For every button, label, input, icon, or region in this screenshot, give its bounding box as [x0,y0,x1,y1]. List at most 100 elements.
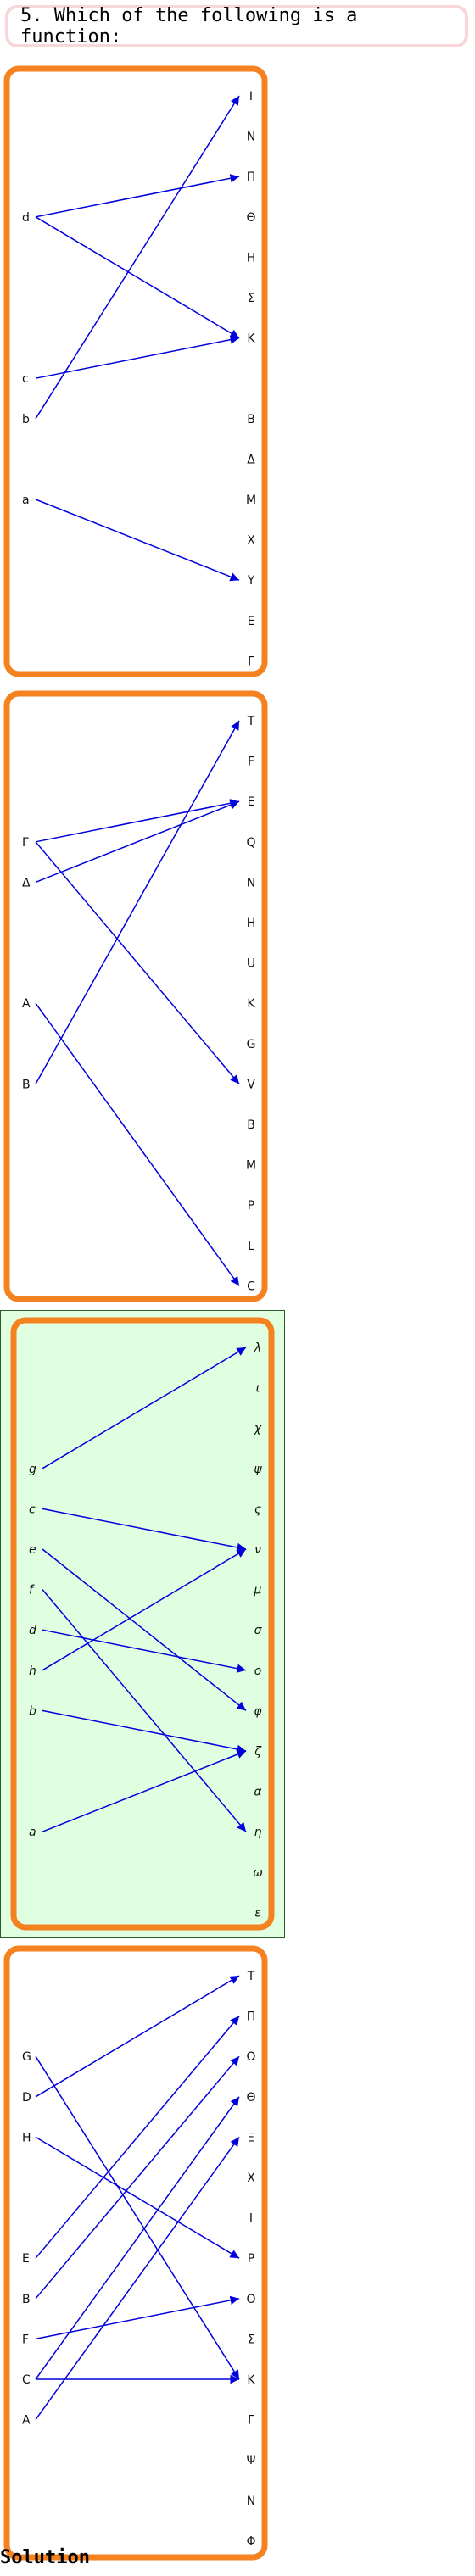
diagram-option-3[interactable]: g c e f d h b a λ ι χ ψ ς ν μ σ ο φ ζ α η ω ε [0,1310,285,1938]
codomain-label: α [254,1786,262,1799]
mapping-arrow [35,1002,240,1286]
mapping-arrow [35,2096,240,2380]
codomain-label: U [247,957,255,971]
domain-label: A [22,997,31,1011]
mapping-arrow [35,216,240,339]
diagram-option-1[interactable]: d c b a I N Π Θ H Σ K B Δ M X Y E Γ [0,62,271,681]
domain-label: d [29,1624,36,1637]
mapping-arrow [35,2055,240,2300]
codomain-label: Y [247,574,255,588]
codomain-label: N [247,2495,255,2508]
domain-label: e [29,1543,36,1557]
mapping-diagram: d c b a I N Π Θ H Σ K B Δ M X Y E Γ [3,65,268,677]
domain-label: d [22,211,30,225]
codomain-label: P [248,1199,254,1213]
mapping-arrow [35,95,240,420]
mapping-diagram: g c e f d h b a λ ι χ ψ ς ν μ σ ο φ ζ α η ω ε [0,1310,285,1938]
codomain-label: I [249,90,253,103]
codomain-label: I [249,2212,253,2226]
codomain-label: X [247,2172,255,2185]
domain-label: B [22,1078,31,1091]
mapping-arrow [42,1508,247,1553]
mapping-arrow [35,2136,240,2421]
codomain-label: C [247,1280,255,1293]
codomain-label: K [247,2373,255,2387]
codomain-label: ψ [254,1463,262,1476]
codomain-label: Γ [248,655,254,668]
codomain-label: ζ [254,1745,262,1759]
diagram-option-4[interactable]: G D H E B F C A T Π Ω Θ Ξ X I P O Σ K Γ Ψ N Φ [0,1942,271,2564]
domain-label: b [22,413,30,427]
mapping-arrow [35,800,240,884]
domain-label: E [22,2252,30,2266]
codomain-label: ι [256,1382,260,1396]
codomain-label: G [247,1038,256,1051]
mapping-arrow [35,2055,240,2380]
codomain-label: E [248,615,255,628]
mapping-arrow [42,1548,247,1711]
mapping-arrow [35,841,240,1084]
codomain-label: η [254,1826,262,1839]
codomain-label: ν [254,1543,261,1557]
codomain-label: Φ [246,2534,255,2548]
codomain-label: φ [254,1704,262,1718]
question-text: 5. Which of the following is a function: [20,5,358,47]
mapping-arrow [35,720,240,1084]
codomain-label: Θ [246,211,255,225]
codomain-label: σ [254,1624,263,1637]
mapping-arrow [35,2295,240,2340]
codomain-label: Ω [247,2050,256,2064]
domain-label: f [29,1584,35,1597]
codomain-label: Δ [247,453,255,466]
codomain-label: Γ [248,2414,254,2428]
domain-label: h [29,1664,36,1678]
codomain-label: Σ [248,292,255,305]
mapping-arrow [35,174,240,218]
domain-label: c [29,1503,36,1516]
domain-label: a [29,1826,36,1839]
mapping-arrow [35,1975,240,2098]
solution-heading: Solution [0,2547,90,2568]
codomain-label: N [247,876,255,889]
codomain-label: N [247,131,255,144]
codomain-label: ε [254,1906,261,1920]
codomain-label: H [247,917,256,930]
codomain-label: λ [254,1341,261,1355]
codomain-label: B [247,413,255,427]
codomain-label: V [247,1078,255,1091]
domain-label: B [22,2293,31,2306]
codomain-label: ω [253,1866,263,1880]
domain-label: Δ [22,876,31,889]
diagram-option-2[interactable]: Γ Δ A B T F E Q N H U K G V B M P L C [0,687,271,1306]
codomain-label: Ψ [246,2454,255,2467]
codomain-label: Q [246,836,255,850]
codomain-label: T [247,715,255,728]
domain-label: C [22,2373,31,2387]
codomain-label: H [247,251,256,265]
codomain-label: M [246,1159,256,1173]
mapping-arrow [35,499,240,582]
domain-label: b [29,1704,36,1718]
panel-border [3,65,268,677]
domain-label: A [22,2414,31,2428]
codomain-label: ο [254,1664,262,1678]
codomain-label: T [247,1970,255,1983]
domain-label: Γ [22,836,29,850]
codomain-label: M [246,493,256,507]
domain-label: a [22,493,30,507]
mapping-arrow [42,1347,247,1469]
codomain-label: K [247,997,255,1011]
domain-label: F [22,2333,29,2346]
codomain-label: P [248,2252,254,2266]
codomain-label: Π [247,2010,256,2024]
domain-label: g [29,1463,36,1476]
mapping-arrow [42,1589,247,1832]
mapping-arrow [35,2136,240,2259]
mapping-diagram: G D H E B F C A T Π Ω Θ Ξ X I P O Σ K Γ Ψ N Φ [3,1945,268,2561]
domain-label: G [22,2050,31,2064]
domain-label: c [22,372,29,386]
codomain-label: ς [254,1503,261,1516]
codomain-label: μ [254,1584,262,1597]
panel-border [3,690,268,1302]
codomain-label: F [248,756,254,769]
